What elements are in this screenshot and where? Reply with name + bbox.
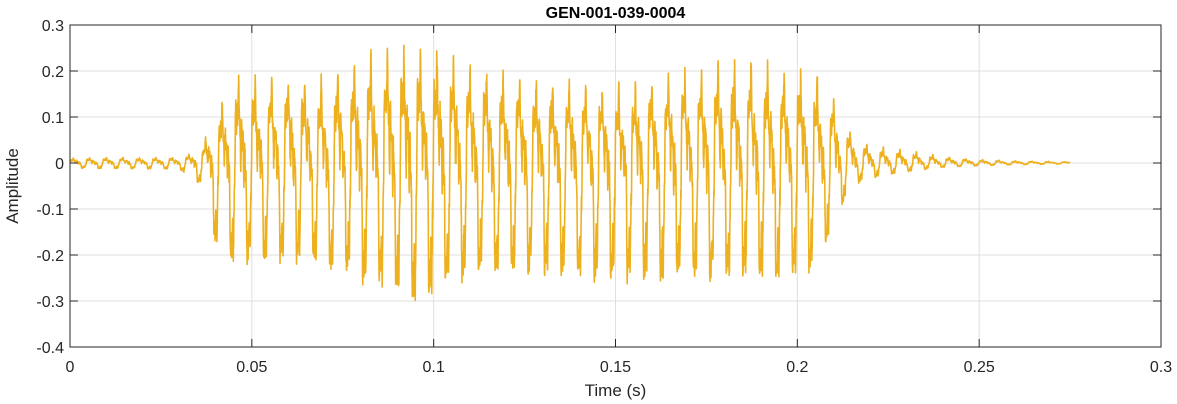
x-tick-label: 0.1	[423, 359, 445, 376]
x-axis-label: Time (s)	[585, 381, 647, 400]
x-tick-label: 0.05	[236, 359, 267, 376]
y-tick-label: 0	[55, 156, 64, 173]
x-tick-label: 0.25	[964, 359, 995, 376]
x-tick-label: 0	[66, 359, 75, 376]
ticks	[69, 24, 1162, 348]
y-tick-labels: -0.4 -0.3 -0.2 -0.1 0 0.1 0.2 0.3	[36, 18, 64, 357]
y-tick-label: -0.3	[36, 294, 64, 311]
y-axis-label: Amplitude	[3, 148, 22, 224]
y-tick-label: 0.1	[42, 110, 64, 127]
y-tick-label: -0.4	[36, 340, 64, 357]
waveform-series	[69, 44, 1071, 302]
x-tick-label: 0.3	[1150, 359, 1172, 376]
y-tick-label: 0.3	[42, 18, 64, 35]
x-tick-label: 0.15	[600, 359, 631, 376]
y-tick-label: 0.2	[42, 64, 64, 81]
y-tick-label: -0.1	[36, 202, 64, 219]
y-tick-label: -0.2	[36, 248, 64, 265]
x-tick-labels: 0 0.05 0.1 0.15 0.2 0.25 0.3	[66, 359, 1173, 376]
waveform-line	[69, 44, 1071, 302]
chart-title: GEN-001-039-0004	[546, 5, 686, 22]
x-tick-label: 0.2	[786, 359, 808, 376]
